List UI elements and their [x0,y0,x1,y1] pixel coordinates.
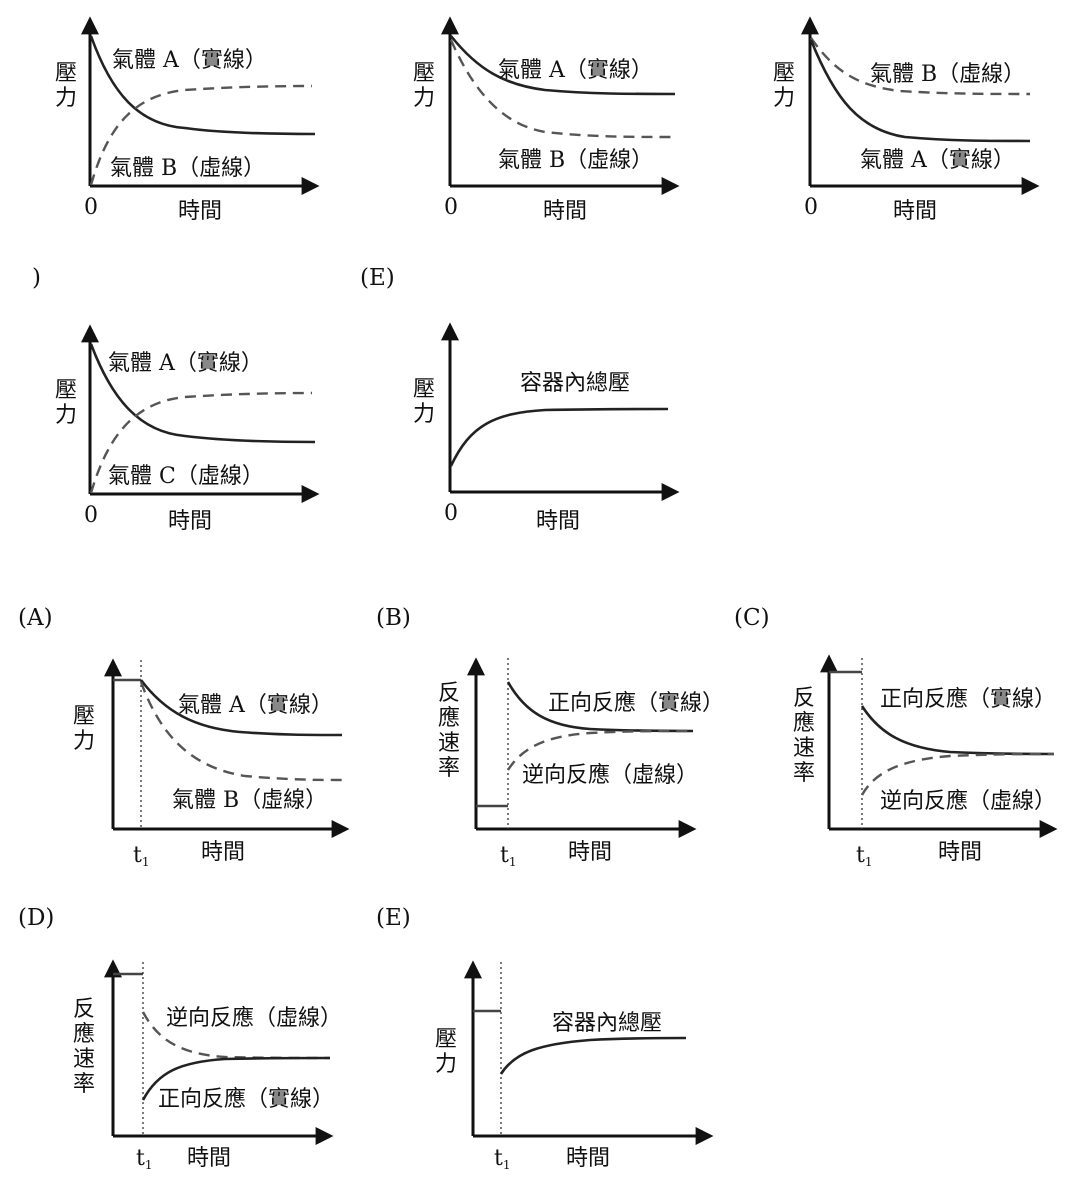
t1-label: t1 [494,1146,510,1172]
gas-a-curve [449,35,676,96]
y-axis-label-bottom: 力 [435,1052,457,1077]
top-graph-3: 氣體 B（虛線） 氣體 A（實線） 壓 力 0 時間 [773,16,1040,224]
y-axis-label-top: 壓 [773,61,795,86]
t1-label: t1 [136,1146,152,1172]
option-a-label: (A) [18,605,53,631]
origin-label: 0 [84,195,98,220]
gas-a-label: 氣體 A（實線） [112,48,267,73]
option-a-graph: 氣體 A（實線） 氣體 B（虛線） 壓 力 t1 時間 [73,658,350,869]
y-axis-label-top: 壓 [55,378,77,403]
y-axis-label-top: 壓 [55,61,77,86]
y-axis-label-4: 率 [73,1072,95,1097]
gas-a-label: 氣體 A（實線） [498,58,653,83]
time-label: 時間 [568,840,612,865]
y-axis-label-4: 率 [438,756,460,781]
total-pressure-label: 容器內總壓 [552,1011,662,1036]
time-label: 時間 [536,509,580,534]
mid-graph-gas-c: 氣體 A（實線） 氣體 C（虛線） 壓 力 0 時間 [55,324,320,534]
gas-a-curve [89,343,316,444]
y-axis-label-top: 壓 [413,377,435,402]
t1-label: t1 [133,843,149,869]
time-label: 時間 [543,199,587,224]
mid-graph-total-pressure: 容器內總壓 壓 力 0 時間 [413,322,680,534]
forward-label: 正向反應（實線） [548,690,724,716]
y-axis-label-3: 速 [73,1047,95,1072]
y-axis-label-1: 反 [793,686,815,711]
y-axis-label-top: 壓 [413,61,435,86]
reverse-rate-curve [506,729,694,771]
option-e-graph: 容器內總壓 壓 力 t1 時間 [435,960,714,1172]
gas-a-label: 氣體 A（實線） [108,351,263,376]
gas-b-label: 氣體 B（虛線） [110,156,265,181]
option-b-label: (B) [376,605,411,631]
origin-label: 0 [84,503,98,528]
reverse-label: 逆向反應（虛線） [880,788,1056,814]
option-c-graph: 正向反應（實線） 逆向反應（虛線） 反 應 速 率 t1 時間 [793,654,1058,869]
gas-b-label: 氣體 B（虛線） [498,148,653,173]
gas-b-curve [139,681,343,782]
origin-label: 0 [444,195,458,220]
origin-label: 0 [444,501,458,526]
time-label: 時間 [178,199,222,224]
y-axis-label-bottom: 力 [55,403,77,428]
y-axis-label-2: 應 [73,1021,95,1047]
reverse-rate-curve [860,752,1055,796]
total-pressure-label: 容器內總壓 [520,371,630,396]
option-d-graph: 逆向反應（虛線） 正向反應（實線） 反 應 速 率 t1 時間 [73,959,342,1172]
y-axis-label-bottom: 力 [413,86,435,111]
time-label: 時間 [168,509,212,534]
option-c-label: (C) [734,605,770,631]
gas-b-curve [810,37,1031,96]
top-graph-1: 氣體 A（實線） 氣體 B（虛線） 壓 力 0 時間 [55,16,320,224]
option-d-label: (D) [18,905,54,931]
y-axis-label-bottom: 力 [413,402,435,427]
gas-b-curve [449,39,676,139]
total-pressure-curve [449,407,669,467]
gas-a-curve [89,35,316,136]
option-e-label: (E) [376,905,411,931]
gas-b-label: 氣體 B（虛線） [870,62,1025,87]
total-pressure-curve [499,1036,687,1075]
forward-rate-curve [141,1056,331,1101]
time-label: 時間 [201,840,245,865]
y-axis-label-3: 速 [438,731,460,756]
y-axis-label-2: 應 [793,710,815,736]
time-label: 時間 [938,840,982,865]
reverse-label: 逆向反應（虛線） [166,1005,342,1031]
t1-label: t1 [856,843,872,869]
time-label: 時間 [187,1146,231,1171]
y-axis-label-1: 反 [73,997,95,1022]
y-axis-label-4: 率 [793,761,815,786]
gas-b-label: 氣體 B（虛線） [172,788,327,813]
gas-c-label: 氣體 C（虛線） [108,464,264,489]
y-axis-label-top: 壓 [73,704,95,729]
option-e-label-top: (E) [360,265,395,291]
gas-a-label: 氣體 A（實線） [860,148,1015,173]
top-graph-2: 氣體 A（實線） 氣體 B（虛線） 壓 力 0 時間 [413,16,680,224]
forward-rate-curve [860,705,1055,756]
reverse-label: 逆向反應（虛線） [522,762,698,788]
y-axis-label-bottom: 力 [55,86,77,111]
forward-label: 正向反應（實線） [880,686,1056,712]
gas-a-curve [139,679,343,737]
y-axis-label-bottom: 力 [73,729,95,754]
t1-label: t1 [500,843,516,869]
forward-label: 正向反應（實線） [158,1086,334,1112]
time-label: 時間 [893,199,937,224]
y-axis-label-1: 反 [438,681,460,706]
origin-label: 0 [804,195,818,220]
partial-option-label: ) [32,265,41,291]
gas-a-label: 氣體 A（實線） [178,693,333,718]
y-axis-label-bottom: 力 [773,86,795,111]
y-axis-label-2: 應 [438,705,460,731]
gas-a-curve [809,39,1031,143]
time-label: 時間 [566,1146,610,1171]
y-axis-label-3: 速 [793,736,815,761]
option-b-graph: 正向反應（實線） 逆向反應（虛線） 反 應 速 率 t1 時間 [438,657,724,869]
reverse-rate-curve [141,1011,331,1060]
y-axis-label-top: 壓 [435,1027,457,1052]
